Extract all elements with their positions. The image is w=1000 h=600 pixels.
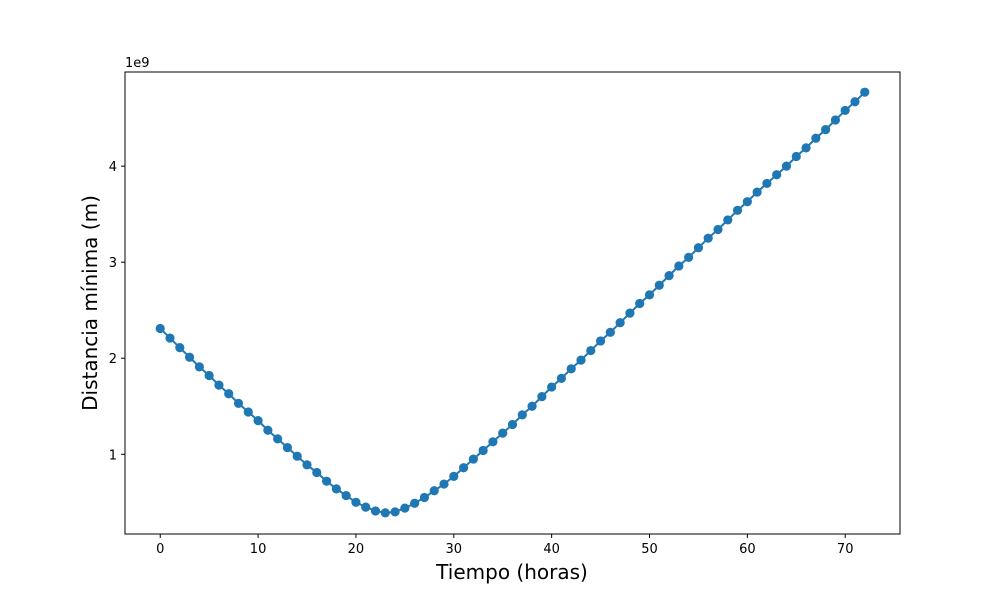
data-point [860, 87, 870, 97]
data-point [243, 407, 253, 417]
data-point [791, 151, 801, 162]
x-tick-label: 70 [837, 542, 854, 557]
data-point [693, 243, 704, 253]
data-point [821, 125, 831, 135]
data-point [194, 362, 204, 372]
data-point [615, 318, 625, 328]
data-point [772, 170, 782, 180]
data-point [204, 370, 214, 381]
x-axis: 0 10 20 30 40 50 60 70 [156, 534, 853, 557]
data-point [361, 502, 371, 512]
data-point [635, 298, 645, 309]
data-point [282, 442, 293, 453]
x-tick-label: 20 [348, 542, 365, 557]
data-point [703, 233, 713, 243]
data-point [263, 425, 273, 435]
plot-area [155, 87, 870, 518]
x-tick-label: 10 [250, 542, 267, 557]
data-point [781, 161, 792, 171]
data-point [576, 355, 586, 365]
data-point [517, 410, 527, 420]
data-point [351, 497, 361, 507]
data-point [811, 133, 821, 143]
data-point [224, 389, 234, 399]
y-tick-label: 4 [109, 160, 117, 175]
data-point [566, 364, 576, 374]
y-tick-label: 2 [109, 352, 117, 367]
x-tick-label: 50 [641, 542, 658, 557]
data-point [292, 451, 302, 461]
x-tick-label: 60 [739, 542, 756, 557]
data-point [507, 419, 518, 430]
data-point [762, 178, 772, 189]
data-point [184, 352, 195, 362]
data-point [527, 401, 537, 411]
data-point [214, 380, 224, 390]
data-point [321, 476, 332, 486]
data-point [302, 460, 312, 470]
data-point [439, 479, 449, 489]
data-point [586, 345, 596, 356]
data-point [801, 143, 811, 153]
data-point [742, 197, 752, 207]
data-point [547, 382, 557, 392]
y-tick-label: 1 [109, 448, 117, 463]
data-point [625, 308, 635, 318]
data-point [390, 507, 400, 517]
data-point [713, 224, 723, 235]
x-tick-label: 30 [446, 542, 463, 557]
data-point [752, 187, 762, 197]
data-point [605, 327, 615, 337]
data-point [537, 392, 547, 402]
data-point [449, 471, 459, 481]
x-tick-label: 0 [156, 542, 164, 557]
data-point [155, 323, 165, 334]
data-point [458, 463, 469, 473]
data-point [175, 343, 185, 353]
data-point [429, 486, 439, 496]
data-point [644, 290, 655, 300]
data-point [341, 490, 351, 501]
x-axis-label: Tiempo (horas) [435, 560, 588, 584]
data-point [840, 105, 850, 116]
data-point [400, 503, 410, 513]
y-axis: 1 2 3 4 [109, 160, 125, 463]
axes-frame [124, 71, 901, 535]
data-point [273, 434, 283, 444]
data-point [165, 333, 175, 343]
data-point [370, 506, 381, 516]
data-point [233, 398, 244, 408]
data-point [478, 445, 488, 456]
data-point [380, 508, 390, 518]
data-point [253, 416, 263, 426]
data-point [312, 467, 322, 478]
y-offset-label: 1e9 [125, 56, 150, 71]
data-point [654, 280, 664, 290]
data-point [684, 252, 694, 262]
x-tick-label: 40 [543, 542, 560, 557]
y-axis-label: Distancia mínima (m) [78, 195, 102, 411]
data-point [419, 492, 430, 503]
data-point [410, 498, 420, 508]
data-point [830, 115, 841, 125]
data-point [850, 97, 860, 107]
data-point [468, 454, 478, 464]
data-point [664, 271, 674, 281]
data-point [556, 373, 567, 383]
data-point [498, 428, 508, 438]
y-tick-label: 3 [109, 256, 117, 271]
data-point [595, 336, 606, 346]
data-point [488, 437, 498, 447]
data-point [674, 261, 684, 271]
data-point [732, 205, 743, 215]
data-point [331, 484, 341, 494]
data-point [723, 215, 733, 225]
